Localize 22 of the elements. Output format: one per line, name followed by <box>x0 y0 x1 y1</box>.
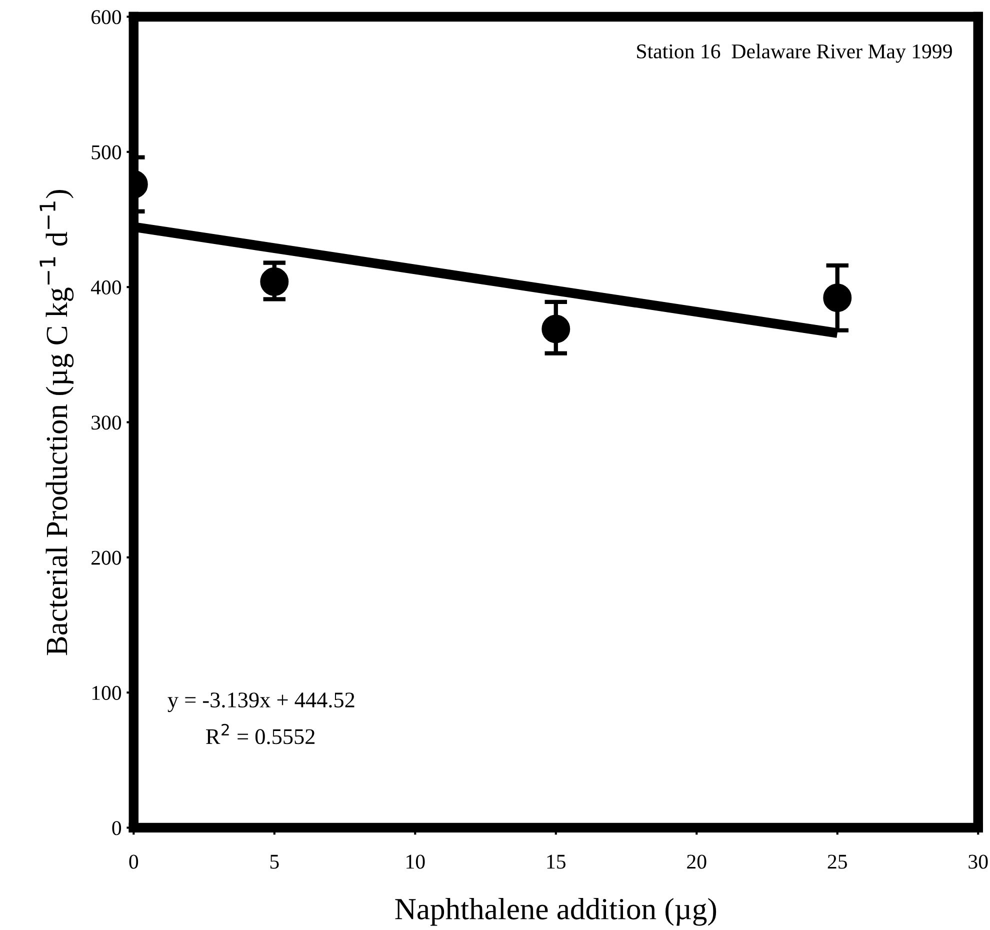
x-tick-label: 30 <box>968 854 988 869</box>
annotation: R$^{2}$ = 0.5552 <box>206 724 314 744</box>
x-axis-title: Naphthalene addition (µg) <box>395 898 716 926</box>
y-tick-label: 400 <box>91 280 122 294</box>
y-tick-label: 100 <box>92 686 122 700</box>
y-tick-label: 300 <box>92 416 122 430</box>
y-tick-label: 0 <box>112 821 122 836</box>
point <box>823 284 852 312</box>
y-tick-label: 200 <box>92 550 122 565</box>
x-tick-label: 25 <box>828 854 847 869</box>
x-tick-label: 10 <box>406 854 425 869</box>
x-tick-label: 15 <box>547 854 566 869</box>
y-tick-label: 600 <box>91 10 122 24</box>
y-tick-label: 500 <box>92 145 122 160</box>
x-tick-label: 20 <box>687 854 706 869</box>
annotation: Station 16 Delaware River May 1999 <box>637 44 952 63</box>
x-tick-label: 0 <box>129 854 138 869</box>
point <box>260 267 289 296</box>
annotation: y = -3.139x + 444.52 <box>168 692 354 712</box>
point <box>542 314 570 344</box>
x-tick-label: 5 <box>270 854 279 869</box>
y-axis-title: Bacterial Production (µg C kg$^{−1}$ d$^{−1}$) <box>40 190 74 656</box>
